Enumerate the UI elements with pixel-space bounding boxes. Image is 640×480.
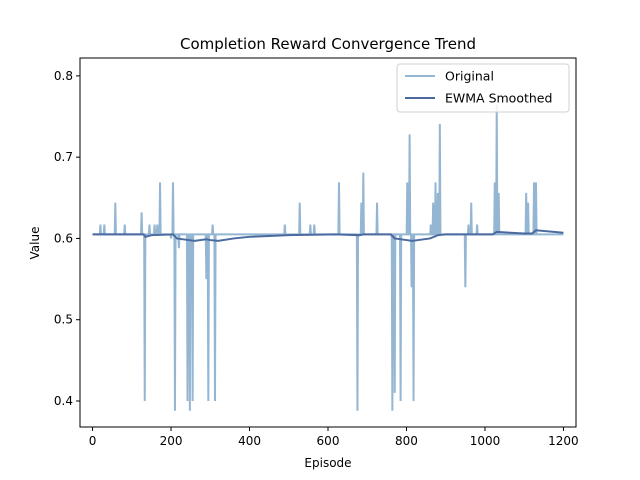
x-tick-label: 600 — [317, 434, 340, 448]
plot-area — [79, 57, 577, 428]
y-axis-title: Value — [28, 227, 42, 260]
legend-label-smoothed: EWMA Smoothed — [445, 91, 552, 106]
x-tick-label: 400 — [238, 434, 261, 448]
x-axis: 0 200 400 600 800 1000 1200 — [89, 427, 579, 448]
x-tick-label: 800 — [395, 434, 418, 448]
x-tick-label: 0 — [89, 434, 97, 448]
x-tick-label: 1000 — [470, 434, 501, 448]
chart-title: Completion Reward Convergence Trend — [180, 35, 476, 53]
x-tick-label: 1200 — [548, 434, 579, 448]
x-axis-title: Episode — [304, 456, 351, 470]
y-tick-label: 0.6 — [54, 231, 73, 245]
legend: Original EWMA Smoothed — [396, 63, 570, 113]
axes-frame — [79, 57, 577, 428]
series-ewma-smoothed-line — [92, 229, 564, 242]
legend-label-original: Original — [445, 69, 494, 84]
y-tick-label: 0.5 — [54, 313, 73, 327]
y-tick-label: 0.8 — [54, 69, 73, 83]
y-axis: 0.4 0.5 0.6 0.7 0.8 — [54, 69, 80, 408]
series-original-line — [92, 104, 564, 411]
y-tick-label: 0.7 — [54, 150, 73, 164]
y-tick-label: 0.4 — [54, 394, 73, 408]
legend-box — [396, 63, 570, 113]
x-tick-label: 200 — [160, 434, 183, 448]
